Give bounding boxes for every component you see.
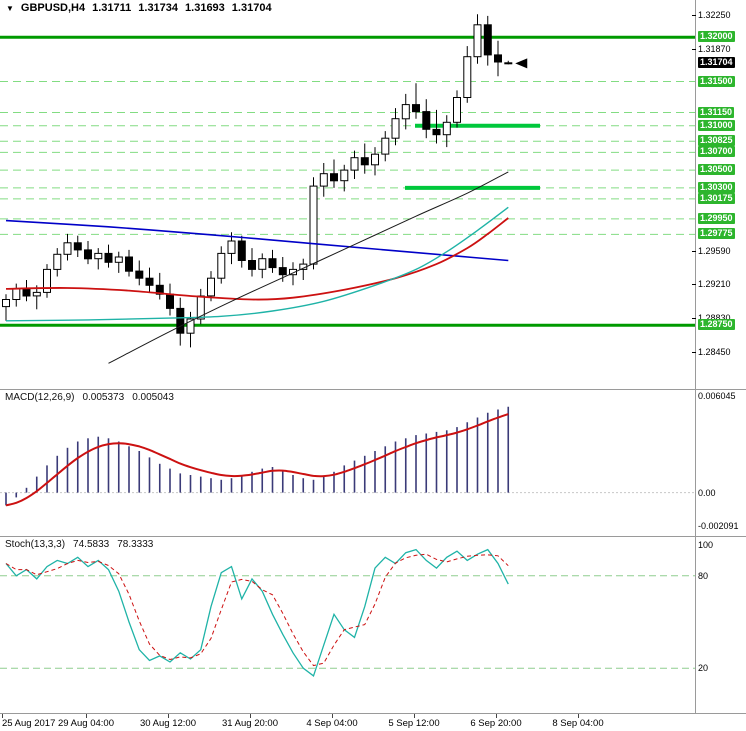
ma-blue-line	[5, 219, 509, 262]
title-high: 1.31734	[138, 2, 179, 14]
time-axis-tick	[250, 714, 251, 718]
macd-value-main: 0.005373	[82, 392, 125, 403]
time-axis-label: 8 Sep 04:00	[552, 718, 604, 729]
stoch-axis-label: 20	[698, 663, 709, 673]
price-tick-label: 1.29590	[698, 246, 731, 256]
stoch-main-line	[5, 548, 509, 677]
price-axis-tickmark	[692, 284, 696, 285]
price-level-label: 1.32000	[698, 31, 735, 42]
price-level-label: 1.31500	[698, 76, 735, 87]
main-chart-canvas[interactable]	[0, 0, 695, 389]
macd-value-signal: 0.005043	[132, 392, 174, 403]
stoch-axis-label: 100	[698, 540, 714, 550]
time-axis[interactable]: 25 Aug 2017 29 Aug 04:00 30 Aug 12:00 31 Au…	[0, 714, 746, 731]
price-tick-label: 1.28830	[698, 313, 731, 323]
macd-axis-label: 0.00	[698, 488, 716, 498]
price-axis-tickmark	[692, 352, 696, 353]
time-axis-label: 5 Sep 12:00	[388, 718, 440, 729]
stochastic-panel: Stoch(13,3,3) 74.5833 78.3333	[0, 537, 695, 713]
title-symbol-timeframe: GBPUSD,H4	[20, 2, 86, 14]
ma-black-line	[108, 171, 509, 364]
price-axis-tickmark	[692, 251, 696, 252]
time-axis-label: 31 Aug 20:00	[222, 718, 278, 729]
price-level-label: 1.30500	[698, 164, 735, 175]
time-axis-tick	[168, 714, 169, 718]
price-level-label: 1.30300	[698, 182, 735, 193]
current-price-label: 1.31704	[698, 57, 735, 68]
time-axis-label: 4 Sep 04:00	[306, 718, 358, 729]
price-tick-label: 1.31870	[698, 44, 731, 54]
candles-group	[2, 14, 513, 348]
time-axis-tick	[414, 714, 415, 718]
stochastic-header: Stoch(13,3,3) 74.5833 78.3333	[5, 539, 153, 550]
price-axis-tickmark	[692, 15, 696, 16]
price-axis-tickmark	[692, 49, 696, 50]
time-axis-label: 25 Aug 2017	[2, 718, 56, 729]
time-axis-label: 29 Aug 04:00	[58, 718, 114, 729]
price-level-label: 1.31000	[698, 120, 735, 131]
stoch-signal-line	[5, 553, 509, 667]
stoch-axis-label: 80	[698, 571, 709, 581]
price-level-label: 1.28750	[698, 319, 735, 330]
price-axis-tickmark	[692, 318, 696, 319]
time-axis-label: 30 Aug 12:00	[140, 718, 196, 729]
title-low: 1.31693	[185, 2, 225, 14]
time-axis-tick	[496, 714, 497, 718]
stochastic-canvas[interactable]	[0, 537, 695, 713]
dropdown-arrow-icon[interactable]: ▼	[6, 3, 14, 13]
panel-separator[interactable]	[0, 389, 746, 390]
macd-label: MACD(12,26,9)	[5, 392, 75, 403]
time-axis-tick	[578, 714, 579, 718]
price-level-label: 1.30175	[698, 193, 735, 204]
price-level-label: 1.30825	[698, 135, 735, 146]
title-open: 1.31711	[92, 2, 132, 14]
stochastic-value-signal: 78.3333	[117, 539, 154, 550]
macd-canvas[interactable]	[0, 390, 695, 536]
time-axis-label: 6 Sep 20:00	[470, 718, 522, 729]
level-lines-group	[0, 35, 695, 327]
time-axis-tick	[2, 714, 3, 718]
macd-signal-line	[5, 413, 509, 507]
price-tick-label: 1.28450	[698, 347, 731, 357]
price-level-label: 1.29950	[698, 213, 735, 224]
macd-histogram-group	[5, 406, 510, 506]
stoch-levels-group	[0, 575, 695, 669]
chart-title: ▼ GBPUSD,H4 1.31711 1.31734 1.31693 1.31…	[6, 2, 272, 14]
main-chart-panel: ▼ GBPUSD,H4 1.31711 1.31734 1.31693 1.31…	[0, 0, 695, 389]
current-price-arrow-icon	[515, 58, 528, 69]
title-close: 1.31704	[231, 2, 272, 14]
time-axis-tick	[86, 714, 87, 718]
time-axis-tick	[332, 714, 333, 718]
price-level-label: 1.29775	[698, 228, 735, 239]
macd-panel: MACD(12,26,9) 0.005373 0.005043	[0, 390, 695, 536]
price-tick-label: 1.29210	[698, 279, 731, 289]
panel-separator[interactable]	[0, 713, 746, 714]
price-axis[interactable]: 1.32250 1.31870 1.29590 1.29210 1.28830 1.284…	[692, 0, 746, 714]
stochastic-label: Stoch(13,3,3)	[5, 539, 66, 550]
macd-header: MACD(12,26,9) 0.005373 0.005043	[5, 392, 174, 403]
ma-red-line	[5, 217, 509, 301]
macd-axis-label: -0.002091	[698, 521, 739, 531]
panel-separator[interactable]	[0, 536, 746, 537]
macd-axis-label: 0.006045	[698, 391, 736, 401]
price-level-label: 1.30700	[698, 146, 735, 157]
stochastic-value-main: 74.5833	[73, 539, 110, 550]
price-level-label: 1.31150	[698, 107, 735, 118]
price-tick-label: 1.32250	[698, 10, 731, 20]
price-axis-separator	[695, 0, 696, 714]
ma-teal-line	[5, 206, 509, 322]
